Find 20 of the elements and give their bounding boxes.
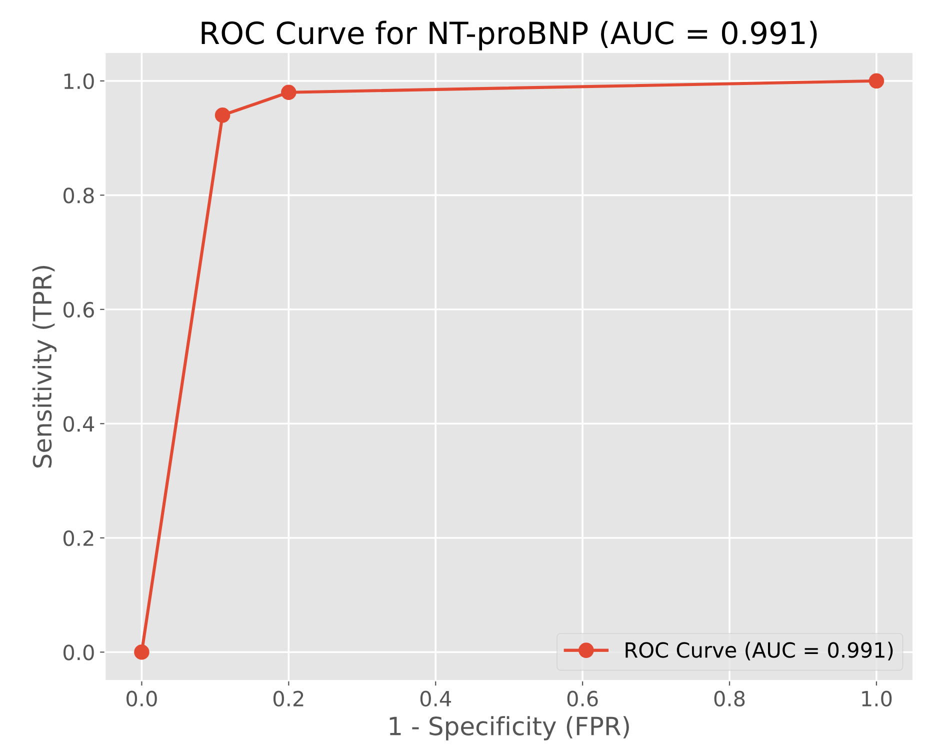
point	[214, 108, 230, 123]
y-axis-title: Sensitivity (TPR)	[32, 266, 57, 468]
legend-label: ROC Curve (AUC = 0.991)	[626, 642, 893, 660]
x-tick-label: 1.0	[862, 690, 892, 707]
y-tick-label: 1.0	[64, 73, 94, 90]
x-tick-label: 0.0	[126, 690, 157, 707]
y-tick-label: 0.8	[63, 188, 94, 204]
chart-title: ROC Curve for NT-proBNP (AUC = 0.991)	[202, 20, 817, 50]
y-tick-label: 0.0	[63, 644, 94, 660]
point	[281, 84, 296, 100]
y-tick-label: 0.2	[63, 530, 94, 546]
x-axis-title: 1 - Specificity (FPR)	[390, 716, 629, 740]
y-tick-label: 0.6	[63, 302, 94, 318]
point	[868, 73, 884, 89]
point	[134, 644, 150, 660]
x-tick-label: 0.8	[714, 690, 745, 707]
x-tick-label: 0.4	[420, 690, 452, 707]
x-tick-label: 0.6	[567, 690, 598, 707]
y-tick-label: 0.4	[63, 416, 94, 432]
x-tick-label: 0.2	[273, 690, 304, 707]
